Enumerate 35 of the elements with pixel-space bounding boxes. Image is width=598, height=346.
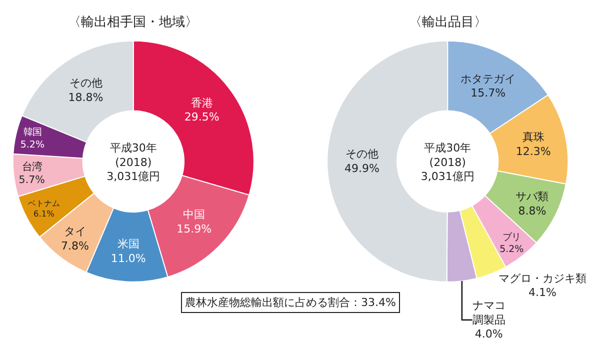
slice-label: ベトナム bbox=[28, 198, 60, 208]
slice-label: 台湾 bbox=[22, 160, 42, 173]
data-label: 6.1% bbox=[34, 208, 55, 219]
slice-label: ホタテガイ bbox=[460, 72, 516, 86]
slice-label: 米国 bbox=[117, 238, 140, 251]
slice-label: 真珠 bbox=[522, 130, 544, 144]
data-label: 18.8% bbox=[68, 90, 104, 104]
data-label: 7.8% bbox=[60, 239, 89, 252]
slice-label: 韓国 bbox=[23, 127, 42, 138]
slice-label: その他 bbox=[346, 147, 379, 160]
data-label: 4.0% bbox=[474, 328, 503, 341]
slice-label: その他 bbox=[69, 76, 102, 90]
data-label: 11.0% bbox=[110, 252, 146, 265]
data-label: 49.9% bbox=[344, 162, 380, 175]
slice-label: サバ類 bbox=[516, 190, 549, 204]
data-label: 15.9% bbox=[176, 222, 212, 236]
data-label: 4.1% bbox=[528, 286, 556, 300]
data-label: 5.2% bbox=[500, 244, 524, 256]
slice-label: ナマコ調製品 bbox=[472, 299, 506, 326]
slice-label: タイ bbox=[64, 225, 86, 238]
text: 平成30年 (2018) 3,031億円 bbox=[106, 142, 160, 184]
data-label: 12.3% bbox=[516, 144, 551, 158]
slice-label: マグロ・カジキ類 bbox=[498, 272, 586, 285]
text: 平成30年 (2018) 3,031億円 bbox=[420, 142, 474, 184]
slice-label: ブリ bbox=[502, 232, 521, 243]
data-label: 5.2% bbox=[20, 139, 44, 150]
slice-label: 香港 bbox=[190, 96, 213, 110]
data-label: 29.5% bbox=[184, 110, 220, 124]
chart-title: 〈輸出品目〉 bbox=[409, 15, 487, 30]
data-label: 15.7% bbox=[470, 86, 506, 100]
data-label: 8.8% bbox=[518, 204, 546, 218]
text: 農林水産物総輸出額に占める割合：33.4% bbox=[185, 296, 396, 309]
chart-title: 〈輸出相手国・地域〉 bbox=[68, 15, 198, 30]
data-label: 5.7% bbox=[18, 174, 46, 186]
slice-label: 中国 bbox=[183, 208, 206, 222]
